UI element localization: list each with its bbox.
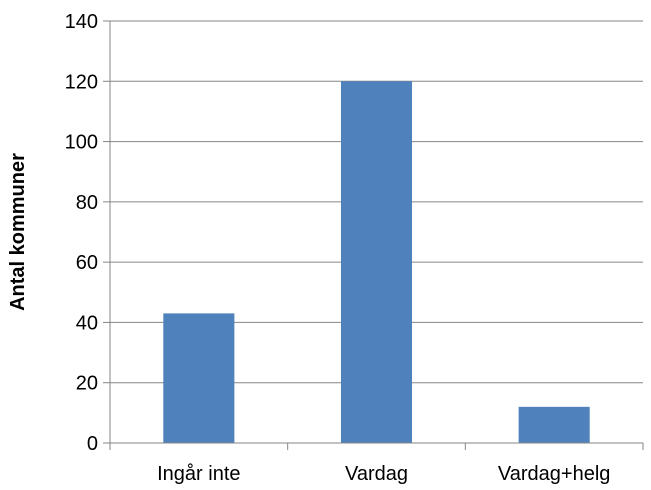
bar-2 bbox=[340, 81, 413, 444]
bar-3 bbox=[518, 406, 590, 443]
y-tick-label: 100 bbox=[65, 132, 98, 154]
bar-1 bbox=[163, 313, 235, 443]
y-tick-label: 140 bbox=[65, 11, 98, 33]
y-tick-label: 120 bbox=[65, 71, 98, 93]
x-tick-label: Vardag+helg bbox=[498, 463, 611, 485]
x-tick-label: Ingår inte bbox=[157, 463, 240, 485]
bars bbox=[163, 81, 590, 444]
y-tick-label: 60 bbox=[76, 252, 98, 274]
axes bbox=[103, 20, 644, 450]
tick-labels: 0 20 40 60 80 100 120 140 Ingår inte Vardag Vardag… bbox=[65, 11, 611, 485]
x-tick-label: Vardag bbox=[345, 463, 408, 485]
y-tick-label: 0 bbox=[87, 433, 98, 455]
y-tick-label: 20 bbox=[76, 373, 98, 395]
y-tick-label: 80 bbox=[76, 192, 98, 214]
y-axis-title: Antal kommuner bbox=[7, 153, 29, 311]
y-tick-label: 40 bbox=[76, 312, 98, 334]
